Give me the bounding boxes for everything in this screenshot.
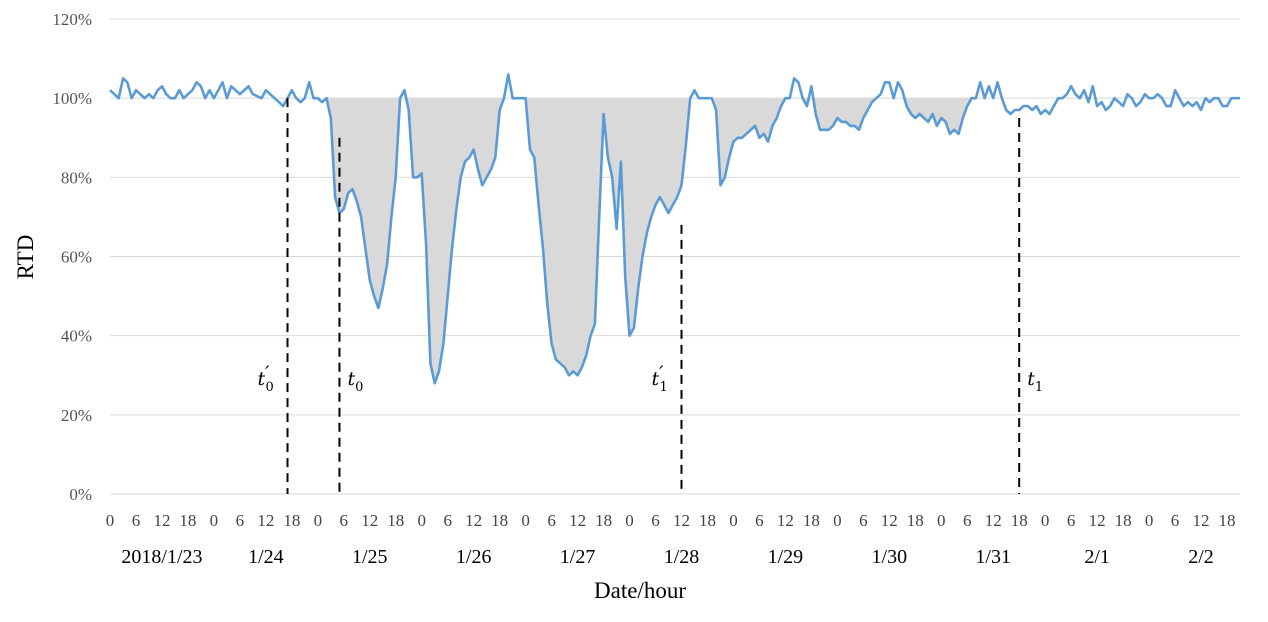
x-hour-tick: 18	[595, 511, 612, 530]
x-day-label: 1/24	[248, 546, 284, 568]
x-hour-tick: 6	[443, 511, 452, 530]
x-hour-tick: 18	[387, 511, 404, 530]
x-day-label: 1/30	[872, 546, 908, 568]
x-hour-tick: 18	[907, 511, 924, 530]
marker-subscript: 0	[265, 380, 273, 395]
x-hour-tick: 0	[937, 511, 946, 530]
x-day-label: 1/25	[352, 546, 388, 568]
y-tick-label: 40%	[61, 327, 92, 346]
shaded-area	[326, 98, 998, 384]
x-hour-tick: 12	[569, 511, 586, 530]
marker-label: t0	[347, 368, 363, 395]
marker-subscript: 1	[659, 380, 667, 395]
x-hour-tick: 0	[833, 511, 842, 530]
x-day-label: 1/31	[975, 546, 1011, 568]
x-hour-tick: 18	[491, 511, 508, 530]
x-hour-tick: 6	[859, 511, 868, 530]
x-hour-tick: 6	[1067, 511, 1076, 530]
marker-subscript: 0	[355, 380, 363, 395]
x-hour-tick: 0	[106, 511, 115, 530]
x-day-label: 1/27	[560, 546, 596, 568]
x-hour-tick: 6	[963, 511, 972, 530]
x-day-label: 2018/1/23	[121, 546, 202, 568]
x-hour-tick: 18	[1115, 511, 1132, 530]
marker-base: t	[347, 368, 355, 390]
x-hour-tick: 12	[985, 511, 1002, 530]
x-hour-tick: 6	[755, 511, 764, 530]
x-hour-tick: 12	[1089, 511, 1106, 530]
gridlines	[110, 18, 1240, 495]
marker-prime: ′	[265, 362, 270, 384]
marker-subscript: 1	[1035, 380, 1043, 395]
x-day-label: 1/26	[456, 546, 492, 568]
marker-label: t1	[1027, 368, 1043, 395]
x-hour-tick: 12	[153, 511, 170, 530]
x-hour-tick: 6	[132, 511, 141, 530]
x-hour-tick: 0	[729, 511, 738, 530]
marker-base: t	[1027, 368, 1035, 390]
x-hour-tick: 12	[465, 511, 482, 530]
x-hour-tick: 18	[699, 511, 716, 530]
y-tick-label: 20%	[61, 406, 92, 425]
x-day-label: 2/2	[1188, 546, 1214, 568]
y-tick-label: 120%	[52, 10, 92, 29]
x-hour-tick: 0	[314, 511, 323, 530]
x-axis-title: Date/hour	[594, 578, 686, 603]
x-hour-tick: 12	[777, 511, 794, 530]
series-line-layer	[109, 73, 1240, 385]
x-hour-tick: 6	[340, 511, 349, 530]
marker-base: t	[258, 368, 266, 390]
marker-label: t′ 1	[651, 362, 667, 395]
x-day-label: 2/1	[1084, 546, 1110, 568]
marker-prime: ′	[659, 362, 664, 384]
x-hour-tick: 12	[257, 511, 274, 530]
x-hour-tick: 12	[673, 511, 690, 530]
x-hour-tick: 18	[179, 511, 196, 530]
x-hour-tick: 6	[547, 511, 556, 530]
time-markers: t′ 0 t0 t′ 1 t1	[258, 98, 1043, 494]
x-hour-tick: 12	[881, 511, 898, 530]
x-hour-tick: 18	[1219, 511, 1236, 530]
y-axis-ticks: 0% 20% 40% 60% 80% 100% 120%	[52, 10, 92, 504]
y-tick-label: 0%	[69, 485, 92, 504]
x-hour-tick: 6	[651, 511, 660, 530]
x-hour-tick: 12	[361, 511, 378, 530]
marker-label: t′ 0	[258, 362, 274, 395]
x-hour-tick: 0	[1041, 511, 1050, 530]
x-hour-tick: 0	[1145, 511, 1154, 530]
x-hour-tick: 18	[283, 511, 300, 530]
x-hour-tick: 6	[236, 511, 245, 530]
deficit-area	[326, 98, 998, 384]
x-hour-tick: 18	[1011, 511, 1028, 530]
x-day-label: 1/28	[664, 546, 700, 568]
y-tick-label: 100%	[52, 89, 92, 108]
x-hour-tick: 12	[1193, 511, 1210, 530]
x-hour-tick: 18	[803, 511, 820, 530]
x-hour-tick: 0	[210, 511, 219, 530]
x-hour-tick: 0	[625, 511, 634, 530]
rtd-series-line	[109, 73, 1240, 385]
x-day-label: 1/29	[768, 546, 804, 568]
x-hour-tick: 6	[1171, 511, 1180, 530]
y-tick-label: 80%	[61, 168, 92, 187]
y-tick-label: 60%	[61, 248, 92, 267]
x-hour-tick: 0	[521, 511, 530, 530]
marker-base: t	[651, 368, 659, 390]
x-hour-tick: 0	[417, 511, 426, 530]
y-axis-title: RTD	[13, 235, 38, 280]
